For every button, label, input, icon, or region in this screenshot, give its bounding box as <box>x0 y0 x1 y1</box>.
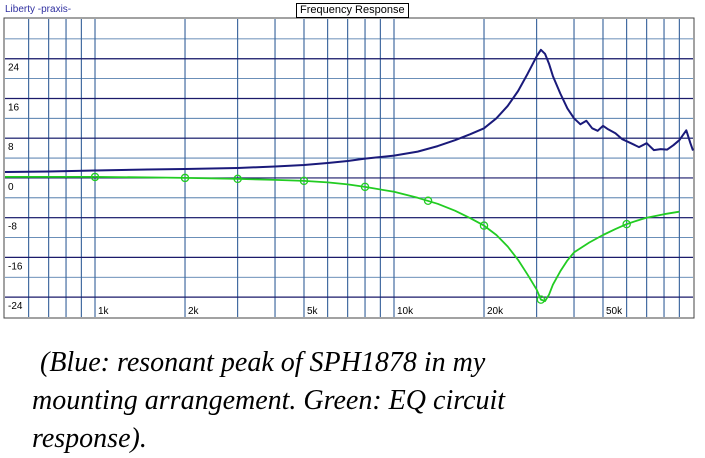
eq-point-marker <box>180 173 190 183</box>
y-tick-label: 8 <box>8 142 14 153</box>
y-tick-label: -8 <box>8 222 17 233</box>
app-label: Liberty -praxis- <box>5 4 72 15</box>
caption: (Blue: resonant peak of SPH1878 in my mo… <box>32 344 672 458</box>
chart-frame <box>3 17 695 319</box>
series-layer <box>4 48 694 303</box>
eq-point-marker <box>536 295 546 304</box>
y-tick-label: 0 <box>8 182 14 193</box>
y-tick-labels: 24 16 8 0 -8 -16 -24 <box>8 63 23 312</box>
chart-title: Frequency Response <box>296 3 409 18</box>
eq-point-marker <box>90 172 100 182</box>
eq-point-marker <box>233 174 242 184</box>
eq-point-marker <box>622 219 631 229</box>
x-tick-label: 1k <box>98 306 110 317</box>
series-line-green <box>5 175 680 303</box>
y-tick-label: -16 <box>8 261 23 272</box>
x-tick-label: 50k <box>606 306 623 317</box>
x-tick-label: 2k <box>188 306 200 317</box>
y-tick-label: 16 <box>8 102 20 113</box>
eq-point-marker <box>360 182 370 192</box>
caption-line-2: mounting arrangement. Green: EQ circuit <box>32 385 506 416</box>
y-tick-label: -24 <box>8 301 23 312</box>
x-tick-label: 5k <box>307 306 319 317</box>
x-tick-label: 20k <box>487 306 504 317</box>
caption-line-1: (Blue: resonant peak of SPH1878 in my <box>40 347 486 378</box>
y-tick-label: 24 <box>8 63 20 74</box>
frequency-response-chart: 24 16 8 0 -8 -16 -24 1k 2k 5k 10k 20k 50k <box>3 17 695 319</box>
series-line-blue <box>4 48 694 173</box>
eq-point-marker <box>479 221 489 230</box>
caption-line-3: response). <box>32 423 147 454</box>
eq-point-marker <box>423 196 433 206</box>
marker-layer <box>90 172 631 304</box>
x-tick-labels: 1k 2k 5k 10k 20k 50k <box>98 306 623 317</box>
x-tick-label: 10k <box>397 306 414 317</box>
eq-point-marker <box>299 176 309 186</box>
